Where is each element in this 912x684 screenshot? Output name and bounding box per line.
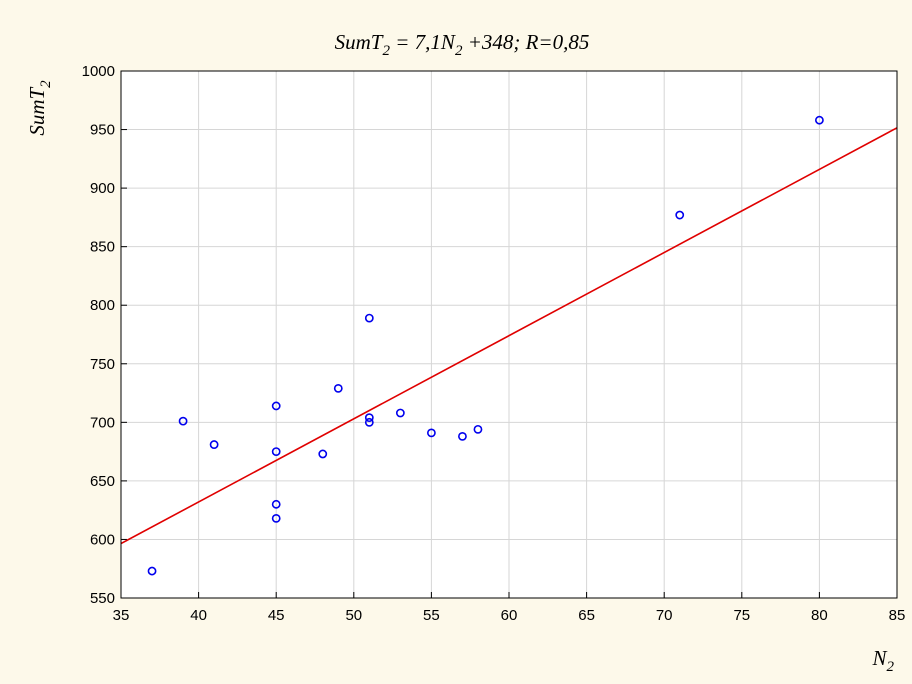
data-point xyxy=(147,566,157,576)
x-tick-label: 80 xyxy=(811,607,828,624)
y-tick-label: 850 xyxy=(90,239,115,256)
x-tick-label: 50 xyxy=(345,607,362,624)
x-tick-label: 40 xyxy=(190,607,207,624)
x-tick-label: 60 xyxy=(501,607,518,624)
axis-ticks: 35 40 45 50 55 60 65 70 75 80 85 550 600 650 700 750 800… xyxy=(82,63,906,624)
x-tick-label: 85 xyxy=(889,607,906,624)
data-point xyxy=(458,431,467,441)
plot-border xyxy=(120,70,898,599)
data-point xyxy=(271,401,281,411)
data-point xyxy=(271,447,281,457)
data-point xyxy=(364,413,374,423)
y-tick-label: 1000 xyxy=(82,63,115,80)
data-point xyxy=(333,383,343,393)
data-point xyxy=(178,416,188,426)
data-point xyxy=(426,428,436,438)
regression-line xyxy=(120,127,898,545)
y-tick-label: 800 xyxy=(90,297,115,314)
y-tick-label: 600 xyxy=(90,531,115,548)
x-tick-label: 70 xyxy=(656,607,673,624)
x-axis-title: N2 xyxy=(871,646,894,675)
data-point xyxy=(473,424,483,434)
data-points xyxy=(147,115,824,576)
y-tick-label: 650 xyxy=(90,473,115,490)
x-tick-label: 55 xyxy=(423,607,440,624)
chart-title: SumT2 = 7,1N2 +348; R=0,85 xyxy=(335,30,590,59)
data-point xyxy=(815,115,824,125)
data-point xyxy=(364,417,374,427)
y-tick-label: 950 xyxy=(90,122,115,139)
x-tick-label: 35 xyxy=(113,607,130,624)
regression-layer xyxy=(120,127,898,545)
data-point xyxy=(209,440,219,449)
y-tick-label: 550 xyxy=(90,590,115,607)
data-point xyxy=(271,499,281,509)
data-point xyxy=(318,449,328,459)
data-point xyxy=(364,313,374,323)
data-point xyxy=(395,408,405,418)
data-point xyxy=(271,513,281,523)
y-tick-label: 750 xyxy=(90,356,115,373)
grid-lines xyxy=(121,71,897,598)
x-tick-label: 45 xyxy=(268,607,285,624)
y-tick-label: 700 xyxy=(90,414,115,431)
x-tick-label: 75 xyxy=(733,607,750,624)
x-tick-label: 65 xyxy=(578,607,595,624)
y-axis-title: SumT2 xyxy=(25,80,54,136)
data-point xyxy=(675,210,685,220)
y-tick-label: 900 xyxy=(90,180,115,197)
